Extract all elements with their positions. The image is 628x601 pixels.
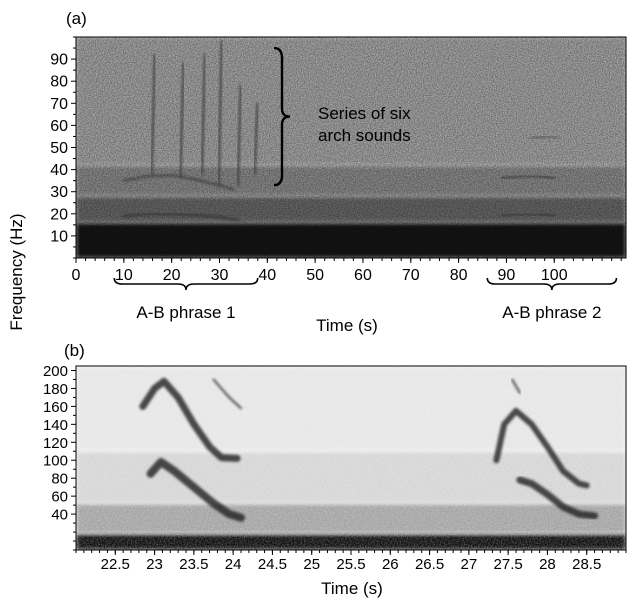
x-tick-label: 23.5	[179, 556, 208, 573]
phrase-brace	[486, 277, 618, 291]
panel-a-y-ticks: 10 20 30 40 50 60 70 80 90	[50, 36, 76, 259]
arch-sound	[253, 102, 259, 176]
y-tick-label: 20	[50, 206, 68, 223]
arch-sound	[179, 62, 185, 178]
x-tick-label: 26	[382, 556, 399, 573]
spectral-contour	[511, 378, 521, 394]
y-tick-label: 10	[50, 228, 68, 245]
x-tick-label: 22.5	[101, 556, 130, 573]
panel-b-x-ticks: 22.5 23 23.5 24 24.5 25 25.5 26 26.5 27 27.5 28 28.5	[75, 550, 627, 573]
x-tick-label: 50	[306, 267, 324, 284]
arch-sounds-brace	[273, 46, 291, 187]
y-tick-label: 40	[51, 507, 68, 524]
y-tick-label: 60	[51, 489, 68, 506]
x-tick-label: 10	[115, 267, 133, 284]
phrase-brace	[113, 277, 259, 291]
panel-b-label: (b)	[64, 341, 85, 360]
arch-sounds-annotation: Series of six	[318, 104, 411, 123]
x-tick-label: 70	[402, 267, 420, 284]
phrase-label: A-B phrase 1	[136, 303, 235, 322]
panel-a-label: (a)	[66, 9, 87, 28]
panel-a-plot-area	[76, 37, 626, 258]
arch-sound	[236, 84, 243, 187]
panel-b-plot-area	[76, 366, 626, 550]
spectral-contour	[500, 175, 556, 180]
panel-b-x-axis-label: Time (s)	[321, 579, 383, 598]
x-tick-label: 100	[541, 267, 568, 284]
x-tick-label: 24.5	[258, 556, 287, 573]
x-tick-label: 60	[354, 267, 372, 284]
x-tick-label: 30	[211, 267, 229, 284]
x-tick-label: 23	[146, 556, 163, 573]
y-tick-label: 80	[50, 74, 68, 91]
y-tick-label: 180	[43, 381, 68, 398]
panel-b-grain	[76, 366, 626, 550]
panel-b-contours	[139, 377, 599, 522]
spectral-contour	[146, 458, 245, 522]
x-tick-label: 25.5	[336, 556, 365, 573]
panel-a-annotations: Series of six arch sounds	[273, 46, 411, 187]
y-tick-label: 50	[50, 140, 68, 157]
y-axis-label: Frequency (Hz)	[7, 213, 26, 330]
x-tick-label: 90	[498, 267, 516, 284]
y-tick-label: 160	[43, 399, 68, 416]
panel-a-contours	[122, 40, 560, 222]
panel-a-x-axis-label: Time (s)	[316, 316, 378, 335]
panel-a-grain	[76, 37, 626, 258]
y-tick-label: 120	[43, 435, 68, 452]
arch-sound	[217, 40, 224, 187]
x-tick-label: 27.5	[494, 556, 523, 573]
spectral-contour	[529, 135, 560, 140]
y-tick-label: 140	[43, 417, 68, 434]
spectral-contour	[500, 212, 556, 218]
arch-sound	[150, 53, 157, 176]
panel-a: (a) 10 20 30 40 50 60 70 80 90 0 10 20 30 40 50 60 70 80…	[50, 9, 627, 335]
phrase-label: A-B phrase 2	[502, 303, 601, 322]
x-tick-label: 24	[225, 556, 242, 573]
x-tick-label: 80	[450, 267, 468, 284]
x-tick-label: 28.5	[572, 556, 601, 573]
x-tick-label: 20	[163, 267, 181, 284]
y-tick-label: 40	[50, 162, 68, 179]
x-tick-label: 27	[461, 556, 478, 573]
spectral-contour	[122, 212, 240, 222]
panel-a-phrase-braces: A-B phrase 1 A-B phrase 2	[113, 277, 618, 322]
y-tick-label: 30	[50, 184, 68, 201]
x-tick-label: 25	[303, 556, 320, 573]
y-tick-label: 70	[50, 96, 68, 113]
spectral-contour	[493, 407, 590, 489]
y-tick-label: 200	[43, 363, 68, 380]
x-tick-label: 26.5	[415, 556, 444, 573]
spectral-contour	[516, 476, 599, 520]
y-tick-label: 60	[50, 118, 68, 135]
y-tick-label: 90	[50, 52, 68, 69]
spectral-contour	[212, 378, 242, 410]
x-tick-label: 28	[539, 556, 556, 573]
panel-a-x-ticks: 0 10 20 30 40 50 60 70 80 90 100	[72, 258, 622, 284]
spectral-contour	[122, 174, 235, 191]
arch-sound	[200, 53, 207, 176]
x-tick-label: 40	[258, 267, 276, 284]
y-tick-label: 100	[43, 453, 68, 470]
x-tick-label: 0	[72, 267, 81, 284]
y-tick-label: 80	[51, 471, 68, 488]
arch-sounds-annotation: arch sounds	[318, 126, 411, 145]
spectral-contour	[139, 377, 241, 462]
